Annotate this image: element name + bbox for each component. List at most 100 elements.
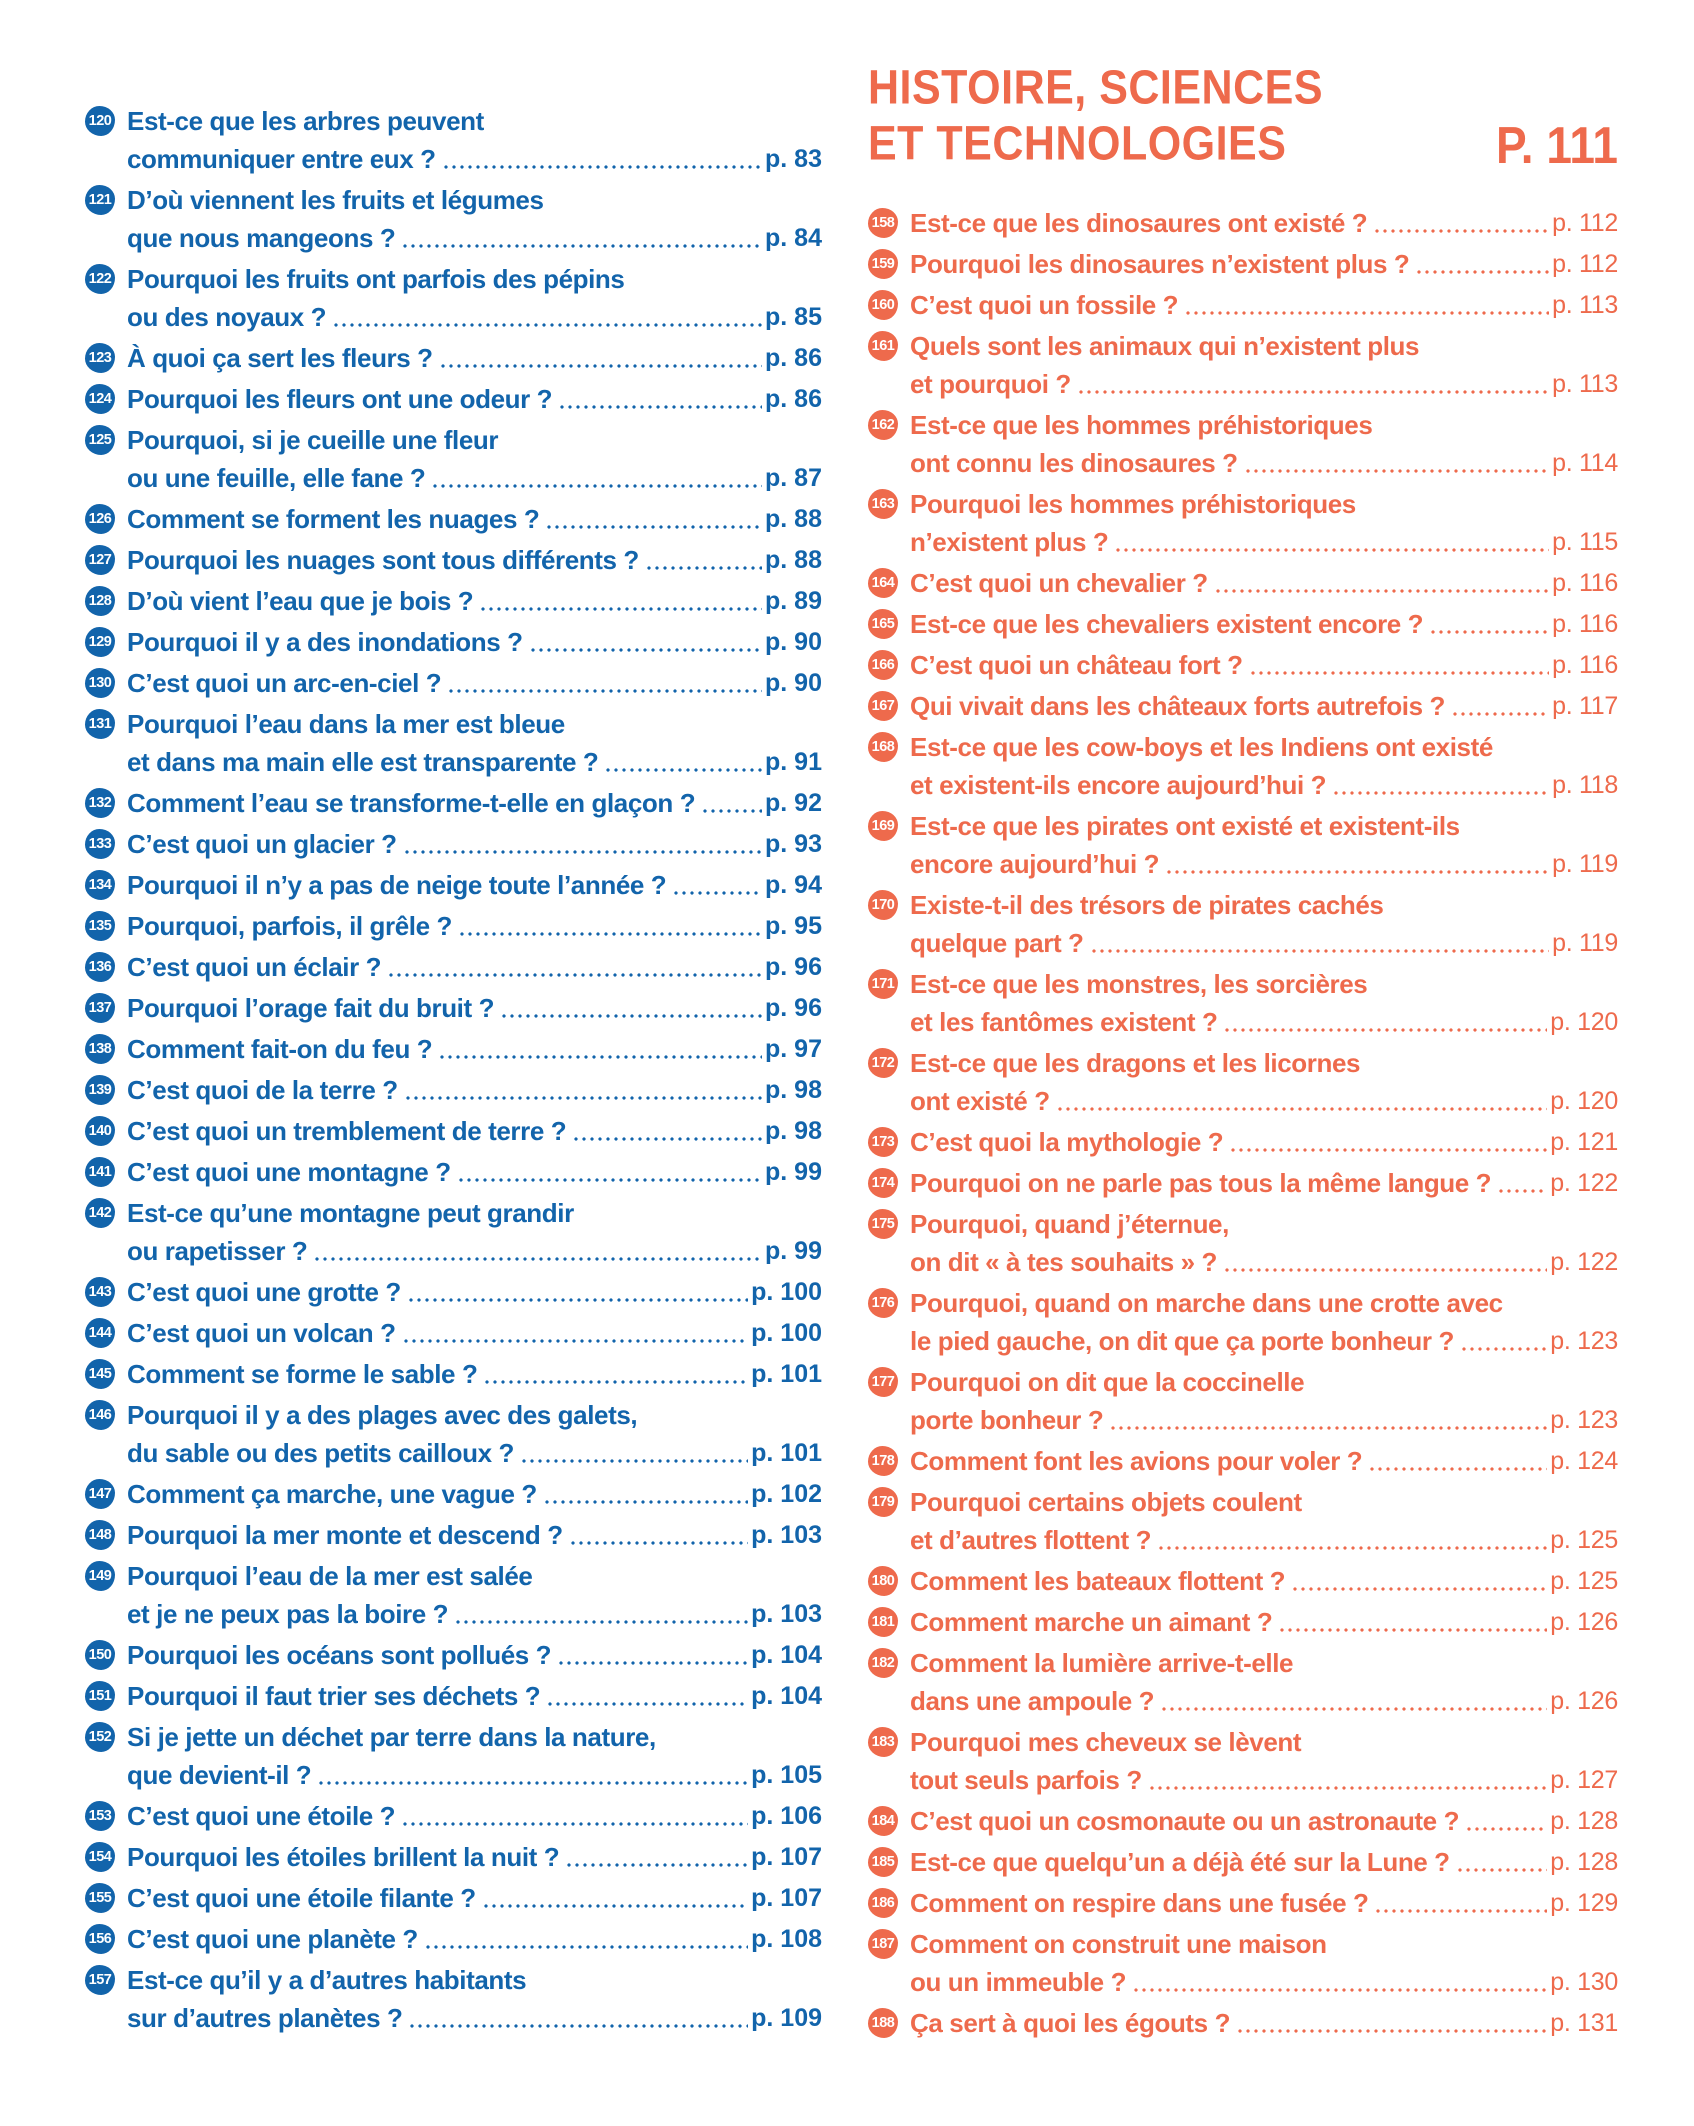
question-text: Pourquoi, quand on marche dans une crott…: [910, 1287, 1503, 1318]
toc-line: 184 C’est quoi un cosmonaute ou un astron…: [868, 1802, 1618, 1840]
question-text: Existe-t-il des trésors de pirates caché…: [910, 889, 1384, 920]
left-entry-146: 146 Pourquoi il y a des plages avec des g…: [85, 1396, 822, 1472]
toc-line: 128 D’où vient l’eau que je bois ? p. 89: [85, 582, 822, 620]
question-text: Pourquoi les fruits ont parfois des pépi…: [127, 263, 625, 294]
page-number: p. 115: [1552, 527, 1618, 556]
question-number-badge: 134: [85, 870, 115, 900]
question-text: Comment on construit une maison: [910, 1928, 1327, 1959]
question-number-badge: 148: [85, 1520, 115, 1550]
dotted-leader: [1229, 1123, 1548, 1161]
page-number: p. 101: [751, 1359, 822, 1388]
dotted-leader: [1236, 2004, 1548, 2042]
question-text: C’est quoi un tremblement de terre ?: [127, 1115, 567, 1146]
toc-list-left: 120 Est-ce que les arbres peuvent communiq…: [85, 102, 822, 2037]
question-text: C’est quoi une étoile ?: [127, 1800, 396, 1831]
question-text: Pourquoi il y a des inondations ?: [127, 626, 523, 657]
page-number: p. 89: [765, 586, 822, 615]
page-number: p. 85: [765, 302, 822, 331]
question-number-badge: 140: [85, 1116, 115, 1146]
dotted-leader: [1076, 365, 1550, 403]
toc-line: 185 Est-ce que quelqu’un a déjà été sur l…: [868, 1843, 1618, 1881]
question-text: n’existent plus ?: [910, 526, 1109, 557]
toc-line: 123 À quoi ça sert les fleurs ? p. 86: [85, 339, 822, 377]
dotted-leader: [458, 907, 763, 945]
question-text: Comment la lumière arrive-t-elle: [910, 1647, 1294, 1678]
toc-line: 139 C’est quoi de la terre ? p. 98: [85, 1071, 822, 1109]
question-text: et pourquoi ?: [910, 368, 1071, 399]
left-entry-121: 121 D’où viennent les fruits et légumes qu…: [85, 181, 822, 257]
toc-line: 120 Est-ce que les arbres peuvent: [85, 102, 822, 140]
dotted-leader: [1147, 1761, 1548, 1799]
left-entry-135: 135 Pourquoi, parfois, il grêle ? p. 95: [85, 907, 822, 945]
question-text: Comment l’eau se transforme-t-elle en gl…: [127, 787, 696, 818]
toc-line: ou une feuille, elle fane ? p. 87: [85, 459, 822, 497]
toc-line: 172 Est-ce que les dragons et les licorne…: [868, 1044, 1618, 1082]
dotted-leader: [701, 784, 763, 822]
toc-line: et d’autres flottent ? p. 125: [868, 1521, 1618, 1559]
toc-line: 151 Pourquoi il faut trier ses déchets ? p…: [85, 1677, 822, 1715]
question-text: on dit « à tes souhaits » ?: [910, 1246, 1218, 1277]
right-entry-169: 169 Est-ce que les pirates ont existé et …: [868, 807, 1618, 883]
page-number: p. 91: [765, 747, 822, 776]
question-text: D’où vient l’eau que je bois ?: [127, 585, 474, 616]
page-number: p. 90: [765, 627, 822, 656]
dotted-leader: [1497, 1164, 1548, 1202]
toc-line: 158 Est-ce que les dinosaures ont existé …: [868, 204, 1618, 242]
toc-line: 165 Est-ce que les chevaliers existent en…: [868, 605, 1618, 643]
right-entry-187: 187 Comment on construit une maison ou un …: [868, 1925, 1618, 2001]
page-number: p. 83: [765, 144, 822, 173]
dotted-leader: [1278, 1603, 1548, 1641]
left-entry-145: 145 Comment se forme le sable ? p. 101: [85, 1355, 822, 1393]
question-number-badge: 163: [868, 489, 898, 519]
question-number-badge: 158: [868, 208, 898, 238]
left-entry-139: 139 C’est quoi de la terre ? p. 98: [85, 1071, 822, 1109]
dotted-leader: [1368, 1442, 1548, 1480]
question-number-badge: 167: [868, 691, 898, 721]
toc-line: le pied gauche, on dit que ça porte bonh…: [868, 1322, 1618, 1360]
right-entry-183: 183 Pourquoi mes cheveux se lèvent tout se…: [868, 1723, 1618, 1799]
left-entry-149: 149 Pourquoi l’eau de la mer est salée et …: [85, 1557, 822, 1633]
question-number-badge: 168: [868, 732, 898, 762]
question-text: Comment les bateaux flottent ?: [910, 1565, 1286, 1596]
dotted-leader: [546, 1677, 749, 1715]
toc-line: communiquer entre eux ? p. 83: [85, 140, 822, 178]
page-number: p. 99: [765, 1236, 822, 1265]
question-text: que devient-il ?: [127, 1759, 312, 1790]
question-text: Comment se forment les nuages ?: [127, 503, 540, 534]
page-number: p. 96: [765, 952, 822, 981]
question-number-badge: 129: [85, 627, 115, 657]
page-number: p. 84: [765, 223, 822, 252]
toc-line: 162 Est-ce que les hommes préhistoriques: [868, 406, 1618, 444]
toc-line: 133 C’est quoi un glacier ? p. 93: [85, 825, 822, 863]
toc-line: 155 C’est quoi une étoile filante ? p. 107: [85, 1879, 822, 1917]
dotted-leader: [481, 1879, 749, 1917]
dotted-leader: [672, 866, 763, 904]
question-text: et les fantômes existent ?: [910, 1006, 1218, 1037]
left-entry-154: 154 Pourquoi les étoiles brillent la nuit…: [85, 1838, 822, 1876]
section-header: HISTOIRE, SCIENCES ET TECHNOLOGIES P. 11…: [868, 61, 1618, 172]
page-number: p. 87: [765, 463, 822, 492]
question-text: Est-ce que les monstres, les sorcières: [910, 968, 1368, 999]
dotted-leader: [542, 1475, 749, 1513]
page-number: p. 122: [1550, 1247, 1618, 1276]
question-number-badge: 172: [868, 1048, 898, 1078]
right-entry-172: 172 Est-ce que les dragons et les licorne…: [868, 1044, 1618, 1120]
toc-line: du sable ou des petits cailloux ? p. 101: [85, 1434, 822, 1472]
dotted-leader: [1459, 1322, 1548, 1360]
page-number: p. 93: [765, 829, 822, 858]
dotted-leader: [317, 1756, 749, 1794]
toc-line: 178 Comment font les avions pour voler ? p…: [868, 1442, 1618, 1480]
question-text: Est-ce qu’une montagne peut grandir: [127, 1197, 574, 1228]
toc-line: 138 Comment fait-on du feu ? p. 97: [85, 1030, 822, 1068]
toc-line: on dit « à tes souhaits » ? p. 122: [868, 1243, 1618, 1281]
question-text: Comment on respire dans une fusée ?: [910, 1887, 1369, 1918]
question-text: Comment se forme le sable ?: [127, 1358, 478, 1389]
right-entry-175: 175 Pourquoi, quand j’éternue, on dit « à …: [868, 1205, 1618, 1281]
dotted-leader: [401, 1797, 749, 1835]
right-entry-166: 166 C’est quoi un château fort ? p. 116: [868, 646, 1618, 684]
dotted-leader: [528, 623, 763, 661]
page-number: p. 90: [765, 668, 822, 697]
question-text: D’où viennent les fruits et légumes: [127, 184, 544, 215]
question-text: encore aujourd’hui ?: [910, 848, 1160, 879]
toc-line: 182 Comment la lumière arrive-t-elle: [868, 1644, 1618, 1682]
